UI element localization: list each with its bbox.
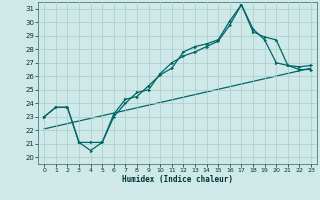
X-axis label: Humidex (Indice chaleur): Humidex (Indice chaleur) [122,175,233,184]
